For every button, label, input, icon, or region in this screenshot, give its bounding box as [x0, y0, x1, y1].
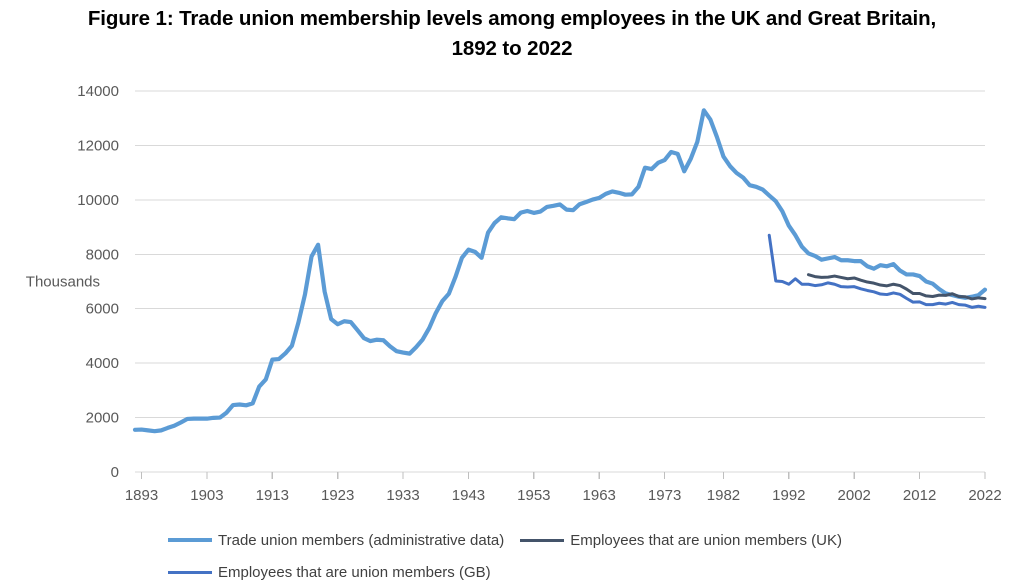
legend-row-2: Employees that are union members (GB) — [0, 556, 1024, 588]
legend-item-uk[interactable]: Employees that are union members (UK) — [520, 532, 842, 549]
series-line — [132, 108, 988, 434]
legend-swatch-gb — [168, 570, 212, 574]
x-axis-tick-label: 2002 — [838, 487, 871, 504]
legend-swatch-uk — [520, 538, 565, 542]
chart-legend: Trade union members (administrative data… — [0, 524, 1024, 588]
legend-label-uk: Employees that are union members (UK) — [570, 531, 843, 549]
x-axis-tick-label: 2012 — [903, 487, 936, 504]
x-axis-tick-label: 1963 — [583, 487, 616, 504]
x-axis-tick-label: 1992 — [772, 487, 805, 504]
x-axis-tick-label: 1933 — [386, 487, 419, 504]
x-axis-tick-label: 1893 — [125, 487, 158, 504]
gridlines — [135, 90, 985, 473]
x-axis-tick-label: 1982 — [707, 487, 740, 504]
legend-row-1: Trade union members (administrative data… — [0, 524, 1024, 556]
x-axis-tick-label: 1973 — [648, 487, 681, 504]
legend-swatch-admin — [168, 538, 212, 542]
title-line-2: 1892 to 2022 — [451, 37, 573, 60]
line-chart: 0 2000 4000 6000 8000 10000 12000 14000 1893 190… — [26, 83, 1002, 504]
y-axis-tick-label: 12000 — [77, 137, 119, 154]
y-axis-tick-label: 2000 — [86, 410, 119, 427]
y-axis-title: Thousands — [26, 274, 100, 291]
y-axis-tick-label: 6000 — [86, 301, 119, 318]
y-axis-tick-label: 0 — [111, 464, 119, 481]
legend-label-gb: Employees that are union members (GB) — [218, 563, 491, 581]
legend-item-gb[interactable]: Employees that are union members (GB) — [168, 564, 491, 581]
legend-item-admin[interactable]: Trade union members (administrative data… — [168, 532, 504, 549]
y-axis-tick-label: 14000 — [77, 83, 119, 100]
page-title: Figure 1: Trade union membership levels … — [0, 4, 1024, 64]
x-axis-tick-labels: 1893 1903 1913 1923 1933 1943 1953 1963 1973 1982… — [125, 487, 1002, 504]
x-axis-tick-label: 1903 — [190, 487, 223, 504]
x-axis-tick-label: 1923 — [321, 487, 354, 504]
x-axis-tick-label: 1913 — [256, 487, 289, 504]
series-line — [767, 233, 987, 309]
data-series-group — [132, 108, 988, 434]
title-line-1: Figure 1: Trade union membership levels … — [87, 7, 937, 30]
x-axis-tick-marks — [140, 472, 986, 479]
chart-plot-area: 0 2000 4000 6000 8000 10000 12000 14000 1893 190… — [0, 72, 1024, 522]
x-axis-tick-label: 1943 — [452, 487, 485, 504]
x-axis-tick-label: 1953 — [517, 487, 550, 504]
series-line — [806, 273, 987, 301]
x-axis-tick-label: 2022 — [968, 487, 1001, 504]
y-axis-tick-labels: 0 2000 4000 6000 8000 10000 12000 14000 — [77, 83, 119, 481]
y-axis-tick-label: 4000 — [86, 355, 119, 372]
y-axis-tick-label: 10000 — [77, 192, 119, 209]
legend-label-admin: Trade union members (administrative data… — [218, 531, 505, 549]
y-axis-tick-label: 8000 — [86, 246, 119, 263]
